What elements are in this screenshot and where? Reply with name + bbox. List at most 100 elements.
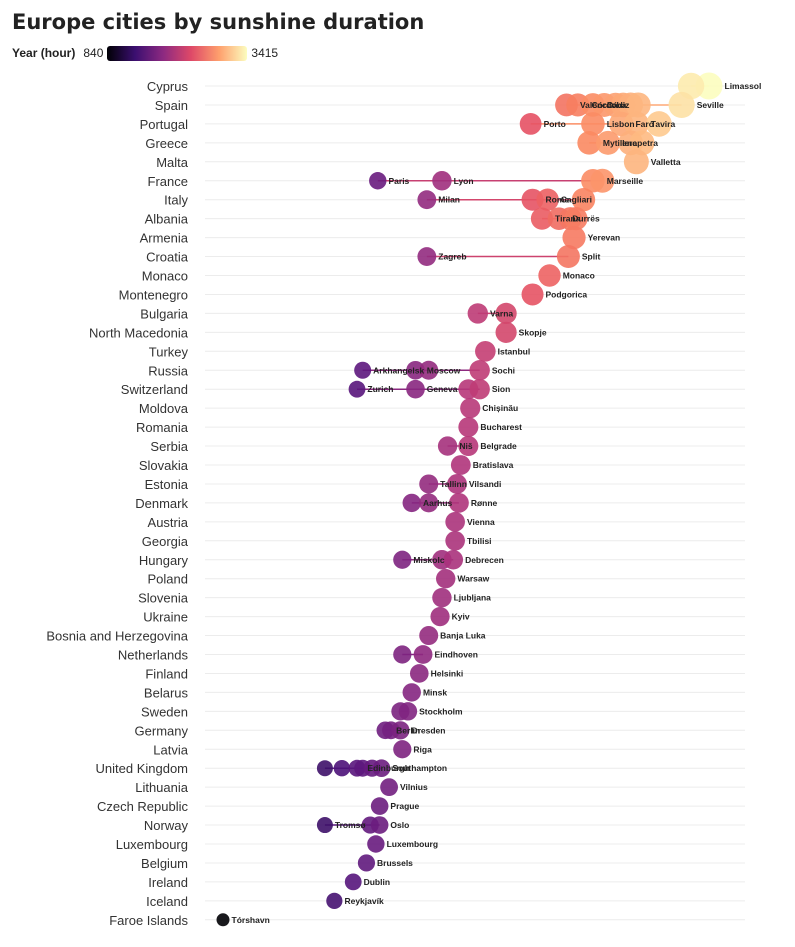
country-label: Croatia [146,250,189,265]
country-row: Slovakia Bratislava [139,455,514,475]
city-dot [409,664,429,683]
country-label: Malta [156,155,189,170]
city-label: Kyiv [452,612,470,622]
country-row: Ireland Dublin [148,873,390,891]
country-label: Luxembourg [116,837,188,852]
city-label: Cádiz [607,100,630,110]
city-label: Valletta [651,157,681,167]
city-label: Banja Luka [440,631,486,641]
city-dot [519,113,542,135]
city-dot [316,760,333,777]
country-label: Czech Republic [97,799,189,814]
country-label: Bosnia and Herzegovina [46,629,188,644]
country-label: Spain [155,98,188,113]
city-dot [596,130,621,155]
country-label: Austria [148,515,189,530]
city-label: Tirana [555,214,581,224]
city-dot [326,892,343,909]
city-dot [430,607,450,627]
city-dot [590,168,615,193]
country-label: Poland [148,572,188,587]
city-label: Dresden [411,725,445,735]
country-label: Bulgaria [140,306,188,321]
country-row: Poland Warsaw [148,569,490,589]
country-row: Armenia Yerevan [140,226,620,250]
city-label: Moscow [427,365,461,375]
city-label: Aarhus [423,498,453,508]
country-row: Czech Republic Prague [97,797,419,815]
city-label: Vilsandi [469,479,501,489]
city-dot [367,835,385,853]
city-dot [521,283,544,306]
country-label: Germany [135,723,189,738]
city-label: Warsaw [457,574,489,584]
city-dot [393,740,412,759]
city-dot [370,797,389,815]
city-dot [443,549,464,570]
country-row: Finland Helsinki [145,664,463,683]
city-dot [646,111,672,137]
country-row: Belarus Minsk [144,683,447,702]
city-label: Zurich [367,384,393,394]
city-label: Limassol [725,81,762,91]
city-dot [369,172,387,190]
city-dot [333,760,351,777]
city-dot [406,379,425,399]
city-label: Rome [545,195,569,205]
city-dot [437,436,458,456]
country-row: Slovenia Ljubljana [138,587,491,608]
country-label: Slovenia [138,591,189,606]
country-row: Romania Bucharest [136,417,522,438]
country-label: Ireland [148,875,188,890]
country-label: United Kingdom [96,761,189,776]
city-label: Tbilisi [467,536,492,546]
country-row: Faroe Islands Tórshavn [109,913,270,928]
country-row: Belgium Brussels [141,854,413,872]
city-label: Tromsø [335,820,367,830]
city-dot [402,493,421,513]
city-dot [419,474,439,494]
city-dot [530,207,554,230]
city-label: Stockholm [419,706,463,716]
country-row: Monaco Monaco [142,264,595,287]
country-label: North Macedonia [89,325,189,340]
city-label: Paris [388,176,409,186]
city-label: Istanbul [498,346,531,356]
city-label: Riga [413,744,432,754]
country-row: Lithuania Vilnius [135,778,428,797]
city-label: Rønne [471,498,498,508]
city-dot [450,455,471,475]
country-label: Iceland [146,894,188,909]
city-dot [571,188,596,212]
city-dot [581,112,605,136]
city-label: Lyon [454,176,474,186]
country-label: Portugal [140,117,189,132]
city-label: Reykjavík [344,896,383,906]
country-row: Bulgaria Varna [140,302,517,324]
city-label: Valencia [580,100,614,110]
country-row: Croatia Zagreb Split [146,245,600,269]
city-dot [406,360,425,380]
city-label: Dublin [364,877,390,887]
city-dot [436,569,456,589]
country-label: Russia [148,363,189,378]
city-dot [372,759,391,777]
city-label: Berlin [396,725,420,735]
city-dot [393,645,412,664]
city-label: Luxembourg [387,839,438,849]
country-row: Iceland Reykjavík [146,892,384,909]
chart-title: Europe cities by sunshine duration [12,10,425,34]
city-dot [391,721,410,740]
city-dot [432,587,452,608]
city-dot [562,226,586,250]
city-dot [629,130,655,156]
country-label: Romania [136,420,189,435]
city-label: Podgorica [545,289,587,299]
city-dot [370,816,389,834]
country-row: Estonia Tallinn Vilsandi [145,474,501,494]
country-row: Denmark Aarhus Rønne [135,493,498,513]
